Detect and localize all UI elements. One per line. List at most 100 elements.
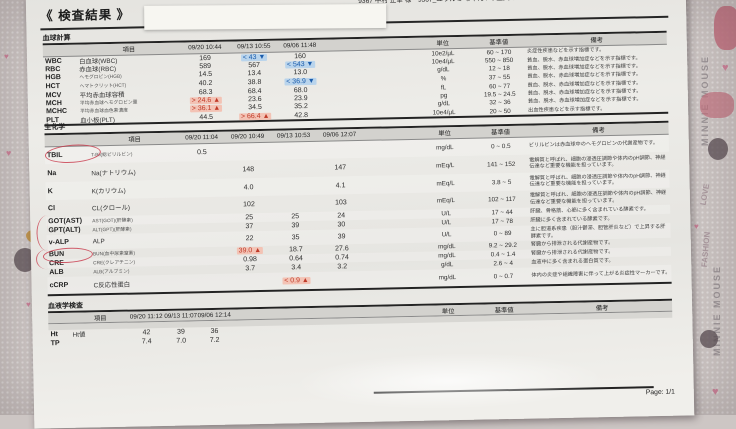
result-value: 68.0: [278, 86, 324, 94]
unit: 10e4/μL: [431, 58, 455, 66]
test-abbr: GPT(ALT): [48, 226, 81, 235]
fabric-fashion-text: FASHION: [699, 231, 712, 268]
col-header-range: 基準値: [489, 38, 509, 47]
unit: mg/dL: [438, 252, 456, 260]
col-header-unit: 単位: [436, 40, 450, 48]
privacy-sticker: [144, 3, 387, 30]
spacer: [324, 88, 416, 90]
unit: [421, 335, 477, 336]
result-number: [292, 147, 296, 154]
reference-range: 2.6 ~ 4: [493, 259, 513, 268]
result-value: 39.0 ▲: [227, 246, 273, 255]
result-value: 0.5: [179, 149, 225, 157]
result-value: 24: [318, 212, 364, 220]
unit: mEq/L: [436, 197, 456, 205]
result-value: 14.5: [179, 71, 231, 79]
remark: [532, 322, 672, 325]
result-number: 3.7: [245, 265, 256, 273]
section-title-cbc: 血球計算: [42, 34, 71, 43]
result-value: 102: [226, 201, 272, 209]
result-value: 18.7: [273, 246, 319, 254]
result-value: 30: [318, 221, 364, 229]
hema-table: 項目 09/20 11:12 09/13 11:07 09/06 12:14 単…: [48, 298, 673, 349]
page-number: Page: 1/1: [645, 388, 676, 397]
result-number: > 24.6 ▲: [189, 96, 223, 105]
fabric-minnie-blob: [708, 138, 728, 160]
result-number: 160: [294, 53, 306, 61]
bio-table: 項目 09/20 11:04 09/20 10:49 09/13 10:53 0…: [44, 120, 672, 297]
unit: g/dL: [437, 66, 450, 74]
col-header-date: 09/20 11:04: [185, 133, 219, 142]
spacer: [323, 71, 415, 73]
remark: 出血性疾患などを示す指標です。: [528, 106, 606, 114]
col-header-note: 備考: [592, 127, 605, 135]
result-value: 25: [226, 214, 272, 222]
test-name: T-Bil(総ビリルビン): [90, 152, 133, 159]
spacer: [365, 247, 419, 248]
result-value: 147: [317, 163, 363, 171]
result-value: > 24.6 ▲: [180, 96, 232, 105]
result-value: [181, 266, 227, 274]
col-header-date: 09/06 11:48: [283, 41, 317, 50]
result-value: [181, 248, 227, 256]
result-value: < 36.9 ▼: [277, 77, 323, 86]
test-abbr: TP: [50, 340, 60, 348]
result-value: 39: [164, 328, 197, 336]
result-number: [293, 183, 297, 190]
result-number: < 36.9 ▼: [284, 77, 317, 86]
col-header-range: 基準値: [494, 306, 514, 314]
result-value: [225, 148, 271, 156]
test-name: C反応性蛋白: [93, 281, 131, 290]
unit: pg: [440, 91, 448, 100]
result-value: [180, 215, 226, 223]
result-number: [200, 167, 204, 174]
test-abbr: HGB: [45, 74, 62, 82]
col-header-range: 基準値: [491, 128, 511, 137]
report-title: 《 検査結果 》: [40, 7, 131, 24]
result-number: < 0.9 ▲: [282, 277, 311, 285]
result-value: 589: [179, 63, 231, 71]
result-value: 42: [128, 329, 164, 337]
result-value: 7.0: [165, 337, 198, 345]
result-number: 148: [242, 165, 255, 173]
reference-range: 0 ~ 0.7: [493, 272, 514, 281]
cbc-table: 項目 09/20 10:44 09/13 10:55 09/06 11:48 単…: [42, 30, 669, 127]
spacer: [365, 256, 419, 257]
reference-range: 550 ~ 850: [484, 57, 514, 65]
unit: [420, 326, 476, 327]
result-value: < 543 ▼: [277, 61, 323, 69]
result-number: [201, 224, 205, 231]
result-value: [181, 236, 227, 244]
result-number: [201, 185, 205, 192]
col-header-date: 09/06 12:14: [197, 311, 231, 319]
col-header-date: 09/20 11:12: [129, 312, 163, 321]
result-value: 4.1: [318, 181, 364, 189]
spacer: [365, 235, 419, 236]
result-value: [271, 164, 317, 172]
test-abbr: K: [47, 187, 53, 195]
fabric-love-text: LOVE: [698, 182, 712, 207]
reference-range: 0.4 ~ 1.4: [490, 250, 516, 259]
fabric-brand-text: MINNIE MOUSE: [700, 55, 710, 147]
lab-report-paper: 《 検査結果 》 9367 中村 正幸 様 9367_ユウルミ ちゃん / 中型…: [25, 0, 695, 429]
test-abbr: Na: [47, 169, 57, 177]
result-number: 39: [337, 233, 346, 241]
reference-range: 20 ~ 50: [489, 107, 511, 116]
result-number: [202, 279, 206, 286]
result-number: 25: [245, 214, 254, 222]
result-number: 30: [337, 221, 346, 229]
test-abbr: GOT(AST): [48, 217, 83, 226]
result-number: > 36.1 ▲: [189, 104, 223, 113]
reference-range: 0 ~ 89: [493, 229, 512, 238]
spacer: [363, 148, 417, 149]
col-header-date: 09/06 12:07: [322, 131, 357, 139]
result-number: 39.0 ▲: [236, 246, 264, 255]
remark: 電解質と呼ばれ、細胞の浸透圧調節や体内のpH調節、神経伝達など重要な機能を担って…: [529, 189, 667, 206]
remark: 電解質と呼ばれ、細胞の浸透圧調節や体内のpH調節、神経伝達など重要な機能を担って…: [529, 172, 666, 188]
result-value: 160: [277, 53, 323, 61]
test-abbr: v-ALP: [48, 238, 69, 247]
spacer: [364, 223, 418, 224]
result-number: 13.0: [293, 69, 308, 77]
test-abbr: ALB: [49, 268, 64, 277]
reference-range: 102 ~ 117: [487, 195, 516, 204]
